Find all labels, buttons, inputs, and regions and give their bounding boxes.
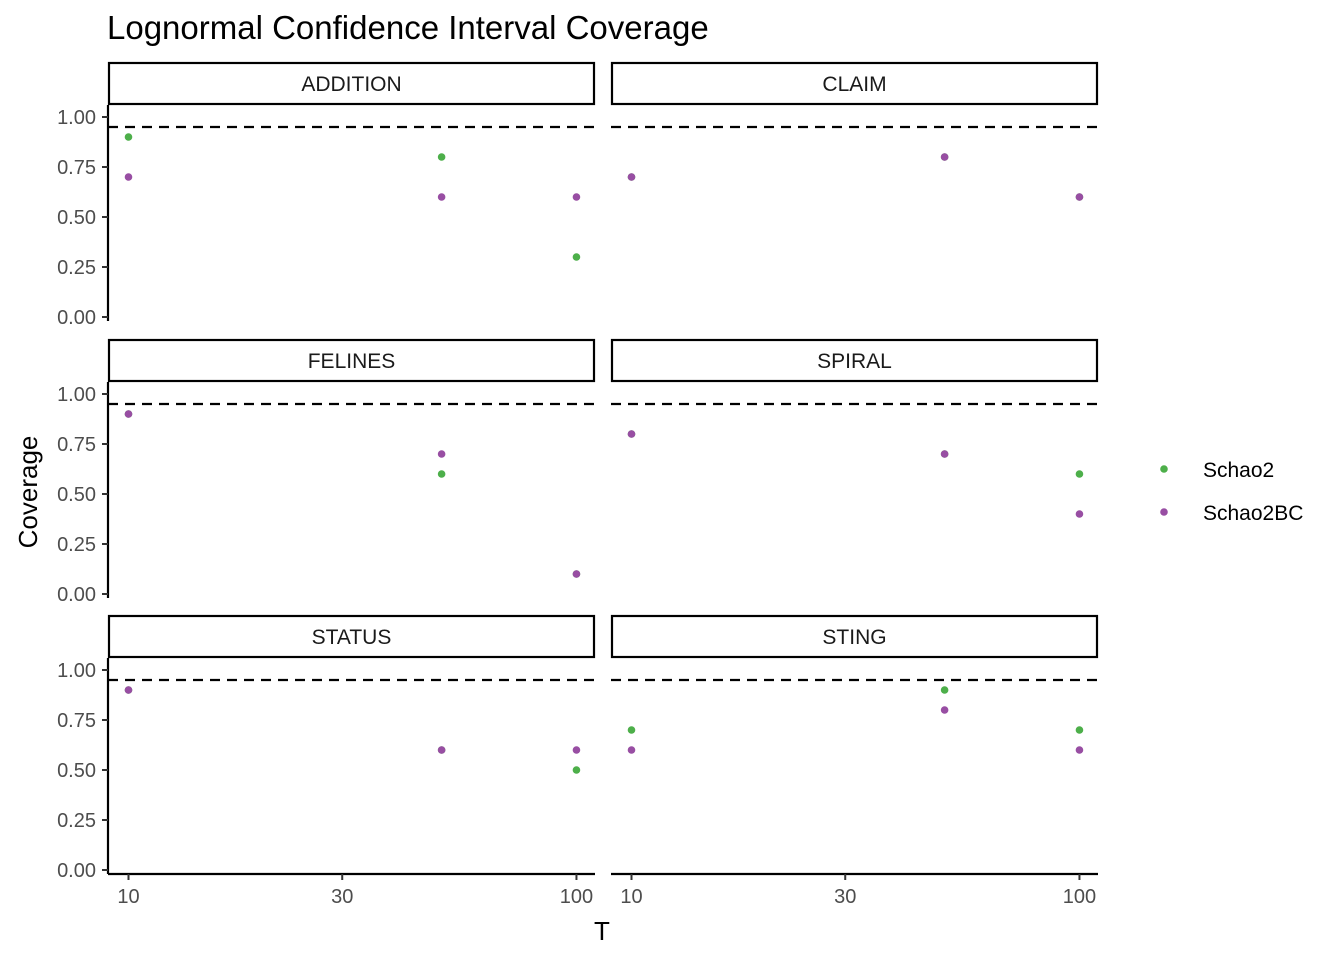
x-axis-title: T (594, 916, 610, 946)
legend-key-schao2 (1160, 465, 1168, 473)
x-tick-label: 30 (834, 886, 856, 908)
point-schao2bc (1075, 193, 1084, 201)
strip-box (610, 614, 1099, 659)
y-tick-label: 0.25 (57, 534, 96, 556)
strip-label: STATUS (312, 626, 392, 649)
point-schao2 (1075, 726, 1084, 734)
y-tick-label: 0.25 (57, 257, 96, 279)
strip-box (610, 61, 1099, 106)
point-schao2bc (572, 570, 581, 578)
point-schao2bc (124, 410, 133, 418)
strip-label: CLAIM (822, 73, 886, 96)
y-tick-label: 1.00 (57, 384, 96, 406)
y-tick-label: 0.50 (57, 760, 96, 782)
y-tick-label: 0.50 (57, 207, 96, 229)
x-tick-label: 30 (331, 886, 353, 908)
y-tick-label: 0.00 (57, 307, 96, 329)
point-schao2 (124, 133, 133, 141)
point-schao2bc (124, 686, 133, 694)
strip-box (107, 61, 596, 106)
y-tick-label: 0.75 (57, 434, 96, 456)
point-schao2bc (572, 193, 581, 201)
y-tick-label: 0.00 (57, 584, 96, 606)
point-schao2bc (437, 746, 446, 754)
point-schao2 (627, 726, 636, 734)
point-schao2bc (627, 430, 636, 438)
point-schao2 (437, 470, 446, 478)
strip-box (610, 338, 1099, 383)
point-schao2 (572, 253, 581, 261)
legend-label-schao2bc: Schao2BC (1203, 502, 1303, 525)
panel-claim: CLAIM (610, 61, 1099, 201)
legend: Schao2 Schao2BC (1160, 459, 1303, 525)
point-schao2bc (627, 746, 636, 754)
y-tick-label: 0.00 (57, 860, 96, 882)
panel-status: STATUS 0.00 0.25 0.50 0.75 1.00 10 30 100 (57, 614, 596, 908)
point-schao2bc (940, 706, 949, 714)
strip-box (107, 338, 596, 383)
x-tick-label: 100 (1063, 886, 1096, 908)
chart-title: Lognormal Confidence Interval Coverage (107, 9, 709, 46)
point-schao2 (572, 766, 581, 774)
point-schao2bc (627, 173, 636, 181)
y-tick-label: 0.75 (57, 157, 96, 179)
point-schao2bc (1075, 510, 1084, 518)
panel-felines: FELINES 0.00 0.25 0.50 0.75 1.00 (57, 338, 596, 606)
x-tick-label: 10 (117, 886, 139, 908)
y-tick-label: 0.50 (57, 484, 96, 506)
point-schao2bc (572, 746, 581, 754)
point-schao2bc (437, 450, 446, 458)
point-schao2bc (1075, 746, 1084, 754)
strip-label: SPIRAL (817, 350, 892, 373)
strip-box (107, 614, 596, 659)
panel-addition: ADDITION 0.00 0.25 0.50 0.75 1.00 (57, 61, 596, 329)
point-schao2bc (940, 153, 949, 161)
facet-panels: ADDITION 0.00 0.25 0.50 0.75 1.00 CLAIM FELINES… (57, 61, 1099, 908)
strip-label: ADDITION (301, 73, 401, 96)
point-schao2bc (940, 450, 949, 458)
y-tick-label: 1.00 (57, 660, 96, 682)
point-schao2bc (437, 193, 446, 201)
point-schao2 (437, 153, 446, 161)
panel-spiral: SPIRAL (610, 338, 1099, 518)
point-schao2 (940, 686, 949, 694)
x-tick-label: 100 (560, 886, 593, 908)
y-tick-label: 1.00 (57, 107, 96, 129)
y-tick-label: 0.25 (57, 810, 96, 832)
strip-label: FELINES (308, 350, 396, 373)
y-tick-label: 0.75 (57, 710, 96, 732)
y-axis-title: Coverage (13, 436, 43, 549)
legend-key-schao2bc (1160, 508, 1168, 516)
legend-label-schao2: Schao2 (1203, 459, 1274, 482)
panel-sting: STING 10 30 100 (610, 614, 1099, 908)
point-schao2 (1075, 470, 1084, 478)
x-tick-label: 10 (620, 886, 642, 908)
point-schao2bc (124, 173, 133, 181)
strip-label: STING (822, 626, 886, 649)
